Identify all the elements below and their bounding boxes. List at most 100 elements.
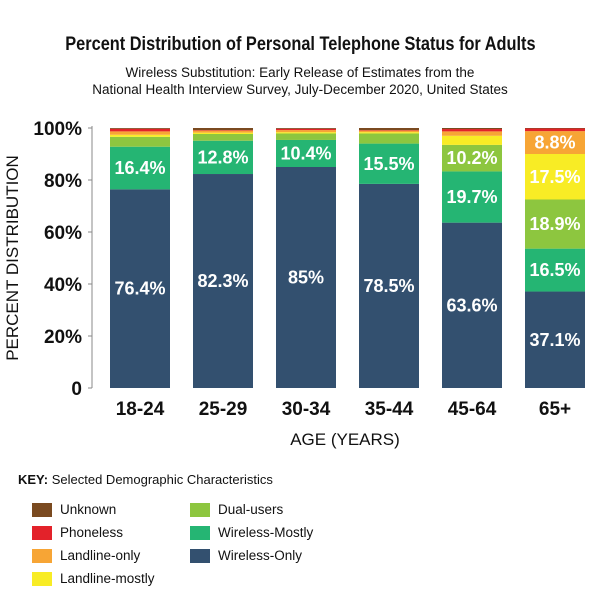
data-label: 8.8%: [534, 133, 575, 153]
x-tick-label: 35-44: [365, 399, 414, 420]
data-label: 17.5%: [529, 167, 580, 187]
bar-segment-dual-users: [110, 136, 170, 147]
bar-segment-landline-mostly: [110, 134, 170, 137]
legend: Unknown Phoneless Landline-only Landline-mo…: [32, 498, 350, 590]
legend-swatch: [32, 502, 52, 517]
chart-title-row: Percent Distribution of Personal Telepho…: [0, 34, 600, 56]
data-label: 37.1%: [529, 330, 580, 350]
legend-label: Wireless-Only: [218, 548, 303, 563]
bar-segment-landline-mostly: [276, 132, 336, 134]
legend-swatch: [32, 548, 52, 563]
chart-subtitle: Wireless Substitution: Early Release of …: [0, 64, 600, 98]
bar-segment-landline-mostly: [442, 135, 502, 145]
data-label: 16.5%: [529, 260, 580, 280]
bar-segment-wireless-mostly: [442, 171, 502, 223]
data-label: 82.3%: [197, 271, 248, 291]
legend-heading-text: Selected Demographic Characteristics: [51, 472, 273, 487]
y-tick-label: 80%: [44, 171, 82, 192]
data-label: 78.5%: [363, 276, 414, 296]
bar-segment-dual-users: [525, 199, 585, 249]
legend-item: Landline-only: [32, 544, 190, 567]
bar-segment-phoneless: [442, 129, 502, 132]
legend-item: Phoneless: [32, 521, 190, 544]
data-label: 12.8%: [197, 147, 248, 167]
x-tick-label: 65+: [539, 399, 571, 420]
legend-swatch: [190, 502, 210, 517]
legend-label: Phoneless: [60, 525, 124, 540]
bar-segment-wireless-only: [276, 167, 336, 388]
bar-segment-landline-only: [525, 131, 585, 154]
data-label: 16.4%: [114, 158, 165, 178]
chart-title: Percent Distribution of Personal Telepho…: [64, 34, 536, 55]
bar-segment-unknown: [359, 128, 419, 131]
legend-item: Wireless-Only: [190, 544, 350, 567]
bar-segment-wireless-only: [442, 222, 502, 388]
x-tick-label: 45-64: [448, 399, 497, 420]
legend-swatch: [190, 548, 210, 563]
data-label: 19.7%: [446, 187, 497, 207]
bar-segment-dual-users: [442, 144, 502, 172]
x-tick-label: 25-29: [199, 399, 248, 420]
bar-segment-unknown: [276, 128, 336, 129]
bar-segment-landline-mostly: [525, 154, 585, 200]
legend-swatch: [190, 525, 210, 540]
bar-segment-wireless-mostly: [110, 146, 170, 190]
y-tick-label: 0: [71, 379, 82, 400]
bar-segment-wireless-only: [110, 189, 170, 388]
bar-segment-phoneless: [359, 130, 419, 131]
y-tick-label: 20%: [44, 327, 82, 348]
bar-segment-phoneless: [276, 128, 336, 131]
y-tick-label: 60%: [44, 223, 82, 244]
bar-segment-unknown: [442, 128, 502, 130]
bar-segment-landline-only: [110, 131, 170, 135]
legend-swatch: [32, 525, 52, 540]
bar-segment-unknown: [193, 128, 253, 131]
bar-segment-landline-only: [359, 130, 419, 133]
data-label: 10.4%: [280, 143, 331, 163]
bar-segment-wireless-only: [525, 291, 585, 388]
legend-label: Landline-mostly: [60, 571, 155, 586]
legend-heading: KEY: Selected Demographic Characteristic…: [18, 472, 273, 487]
bar-segment-phoneless: [525, 128, 585, 132]
bar-segment-phoneless: [193, 130, 253, 131]
bar-segment-landline-only: [276, 130, 336, 133]
legend-label: Unknown: [60, 502, 117, 517]
x-tick-label: 18-24: [116, 399, 165, 420]
data-label: 18.9%: [529, 214, 580, 234]
data-label: 63.6%: [446, 295, 497, 315]
legend-key-label: KEY:: [18, 472, 49, 487]
bar-segment-wireless-mostly: [359, 143, 419, 184]
bar-segment-wireless-only: [359, 183, 419, 388]
subtitle-line-2: National Health Interview Survey, July-D…: [92, 82, 508, 97]
y-axis-title: PERCENT DISTRIBUTION: [3, 155, 22, 361]
data-label: 85%: [288, 268, 324, 288]
x-tick-label: 30-34: [282, 399, 331, 420]
bar-segment-landline-only: [442, 131, 502, 136]
y-tick-label: 40%: [44, 275, 82, 296]
bar-segment-wireless-mostly: [276, 139, 336, 167]
bar-segment-dual-users: [276, 133, 336, 140]
data-label: 76.4%: [114, 279, 165, 299]
bar-segment-wireless-only: [193, 174, 253, 388]
bar-segment-landline-mostly: [359, 132, 419, 134]
legend-label: Wireless-Mostly: [218, 525, 314, 540]
bar-segment-dual-users: [359, 133, 419, 144]
legend-label: Dual-users: [218, 502, 284, 517]
legend-item: Landline-mostly: [32, 567, 190, 590]
bar-segment-unknown: [525, 128, 585, 129]
bar-segment-phoneless: [110, 128, 170, 132]
bar-segment-dual-users: [193, 133, 253, 141]
bar-segment-unknown: [110, 128, 170, 129]
bar-segment-wireless-mostly: [525, 248, 585, 292]
bar-segment-landline-only: [193, 130, 253, 133]
legend-item: Dual-users: [190, 498, 350, 521]
bar-segment-wireless-mostly: [193, 140, 253, 175]
legend-label: Landline-only: [60, 548, 141, 563]
x-axis-title: AGE (YEARS): [290, 430, 400, 449]
data-label: 15.5%: [363, 154, 414, 174]
data-label: 10.2%: [446, 148, 497, 168]
subtitle-line-1: Wireless Substitution: Early Release of …: [125, 65, 475, 80]
bar-segment-landline-mostly: [193, 132, 253, 134]
